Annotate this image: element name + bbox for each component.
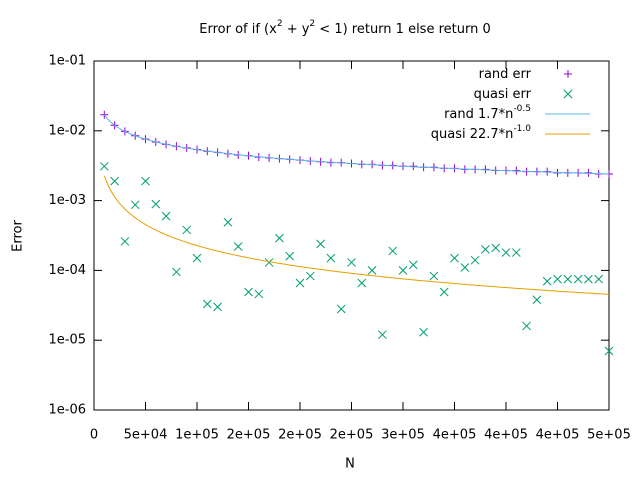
cross-marker bbox=[264, 258, 274, 267]
cross-marker bbox=[316, 239, 325, 249]
cross-marker bbox=[388, 246, 398, 256]
legend-label: rand err bbox=[479, 67, 532, 82]
cross-marker bbox=[491, 243, 501, 253]
x-tick-label: 4e+05 bbox=[484, 428, 528, 443]
cross-marker bbox=[460, 263, 470, 272]
cross-marker bbox=[223, 217, 233, 227]
cross-marker bbox=[285, 251, 295, 261]
cross-marker bbox=[161, 211, 171, 221]
legend-name: quasi err bbox=[474, 87, 532, 102]
chart-title: Error of if (x2 + y2 < 1) return 1 else … bbox=[199, 19, 491, 37]
cross-marker bbox=[563, 274, 573, 284]
x-tick-label: 1e+05 bbox=[175, 428, 219, 443]
cross-marker bbox=[481, 245, 490, 254]
cross-marker bbox=[429, 271, 439, 281]
cross-marker bbox=[584, 274, 593, 284]
cross-marker bbox=[408, 260, 418, 270]
cross-marker bbox=[501, 248, 511, 257]
cross-marker bbox=[470, 255, 480, 265]
cross-marker bbox=[542, 276, 552, 286]
x-tick-label: 2e+05 bbox=[278, 428, 322, 443]
title-sup: 2 bbox=[277, 19, 283, 29]
x-axis-label: N bbox=[345, 457, 355, 472]
cross-marker bbox=[398, 266, 408, 275]
cross-marker bbox=[275, 233, 284, 243]
y-tick-label: 1e-03 bbox=[48, 193, 86, 208]
cross-marker bbox=[305, 271, 315, 281]
plus-marker bbox=[564, 70, 572, 78]
cross-marker bbox=[347, 258, 356, 267]
title-part: < 1) return 1 else return 0 bbox=[315, 22, 491, 37]
x-tick-label: 5e+05 bbox=[587, 428, 631, 443]
cross-marker bbox=[213, 302, 222, 312]
legend-name: rand 1.7*n bbox=[444, 107, 513, 122]
cross-marker bbox=[254, 289, 264, 299]
cross-marker bbox=[130, 200, 140, 210]
x-tick-label: 2e+05 bbox=[227, 428, 271, 443]
cross-marker bbox=[151, 199, 161, 209]
legend-label: quasi err bbox=[474, 87, 532, 102]
title-sup: 2 bbox=[309, 19, 315, 29]
cross-marker bbox=[573, 274, 583, 284]
cross-marker bbox=[367, 266, 377, 275]
y-tick-label: 1e-05 bbox=[48, 333, 86, 348]
cross-marker bbox=[336, 304, 346, 314]
x-tick-label: 3e+05 bbox=[381, 428, 425, 443]
legend-label: quasi 22.7*n-1.0 bbox=[431, 124, 532, 142]
cross-marker bbox=[378, 330, 387, 340]
title-part: + y bbox=[283, 22, 310, 37]
cross-marker bbox=[326, 253, 336, 263]
cross-marker bbox=[244, 287, 253, 297]
x-tick-label: 4e+05 bbox=[536, 428, 580, 443]
x-tick-label: 4e+05 bbox=[433, 428, 477, 443]
cross-marker bbox=[439, 287, 449, 297]
cross-marker bbox=[202, 299, 212, 309]
cross-marker bbox=[192, 253, 202, 263]
cross-marker bbox=[563, 89, 573, 99]
cross-marker bbox=[141, 176, 150, 186]
x-tick-label: 2e+05 bbox=[330, 428, 374, 443]
fit-curve bbox=[103, 175, 609, 295]
fit-curve bbox=[103, 114, 609, 175]
cross-marker bbox=[553, 274, 562, 284]
cross-marker bbox=[295, 278, 305, 288]
cross-marker bbox=[110, 176, 119, 186]
cross-marker bbox=[511, 248, 521, 257]
cross-marker bbox=[604, 346, 614, 356]
y-axis-label: Error bbox=[11, 220, 26, 252]
y-tick-label: 1e-06 bbox=[48, 403, 86, 418]
y-tick-label: 1e-02 bbox=[48, 123, 86, 138]
cross-marker bbox=[594, 274, 604, 284]
cross-marker bbox=[357, 278, 367, 288]
legend-name: quasi 22.7*n bbox=[431, 127, 514, 142]
plot-border bbox=[93, 60, 610, 411]
legend-sup: -0.5 bbox=[513, 104, 531, 114]
y-tick-label: 1e-01 bbox=[48, 54, 86, 69]
cross-marker bbox=[532, 295, 542, 305]
cross-marker bbox=[120, 237, 130, 246]
cross-marker bbox=[419, 327, 428, 337]
y-tick-label: 1e-04 bbox=[48, 263, 86, 278]
cross-marker bbox=[172, 267, 181, 277]
cross-marker bbox=[99, 161, 109, 171]
cross-marker bbox=[450, 253, 459, 263]
legend-sup: -1.0 bbox=[513, 124, 531, 134]
x-tick-label: 5e+04 bbox=[124, 428, 168, 443]
cross-marker bbox=[233, 242, 243, 251]
cross-marker bbox=[182, 225, 192, 235]
legend-label: rand 1.7*n-0.5 bbox=[444, 104, 531, 122]
title-part: Error of if (x bbox=[199, 22, 277, 37]
legend-name: rand err bbox=[479, 67, 532, 82]
cross-marker bbox=[522, 321, 531, 331]
x-tick-label: 0 bbox=[90, 428, 98, 443]
